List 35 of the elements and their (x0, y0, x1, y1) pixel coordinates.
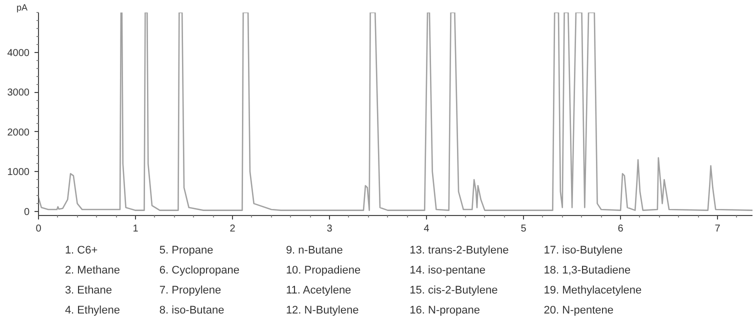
y-axis-title: pA (16, 2, 28, 12)
text: 18. 1,3-Butadiene (544, 264, 631, 276)
y-tick-label: 0 (24, 207, 30, 218)
text: 15. cis-2-Butylene (410, 284, 498, 296)
y-tick-label: 1000 (7, 167, 30, 178)
text: 12. N-Butylene (286, 304, 359, 316)
text: 16. N-propane (410, 304, 480, 316)
text: 4. Ethylene (64, 304, 120, 316)
text: 10. Propadiene (286, 264, 361, 276)
text: 7. Propylene (159, 284, 222, 296)
text: 19. Methylacetylene (544, 284, 642, 296)
y-tick-label: 4000 (7, 48, 30, 59)
text: 3. Ethane (64, 284, 112, 296)
text: 1. C6+ (64, 244, 98, 256)
y-tick-label: 3000 (7, 88, 30, 99)
text: 5. Propane (159, 244, 214, 256)
x-tick-label: 0 (36, 224, 42, 234)
x-tick-label: 1 (132, 224, 139, 234)
text: 11. Acetylene (286, 284, 352, 296)
x-tick-label: 4 (424, 224, 430, 234)
text: 2. Methane (64, 264, 120, 276)
x-tick-label: 2 (230, 224, 236, 234)
text: 6. Cyclopropane (159, 264, 240, 276)
text: 17. iso-Butylene (544, 244, 623, 256)
line-series (38, 12, 752, 211)
text: 9. n-Butane (286, 244, 343, 256)
x-tick-label: 3 (326, 224, 333, 234)
x-tick-label: 7 (714, 224, 721, 234)
x-tick-label: 5 (520, 224, 527, 234)
text: 20. N-pentene (544, 304, 614, 316)
text: 8. iso-Butane (159, 304, 224, 316)
x-tick-label: 6 (618, 224, 624, 234)
text: 13. trans-2-Butylene (410, 244, 509, 256)
y-tick-label: 2000 (7, 127, 30, 138)
text: 14. iso-pentane (410, 264, 486, 276)
